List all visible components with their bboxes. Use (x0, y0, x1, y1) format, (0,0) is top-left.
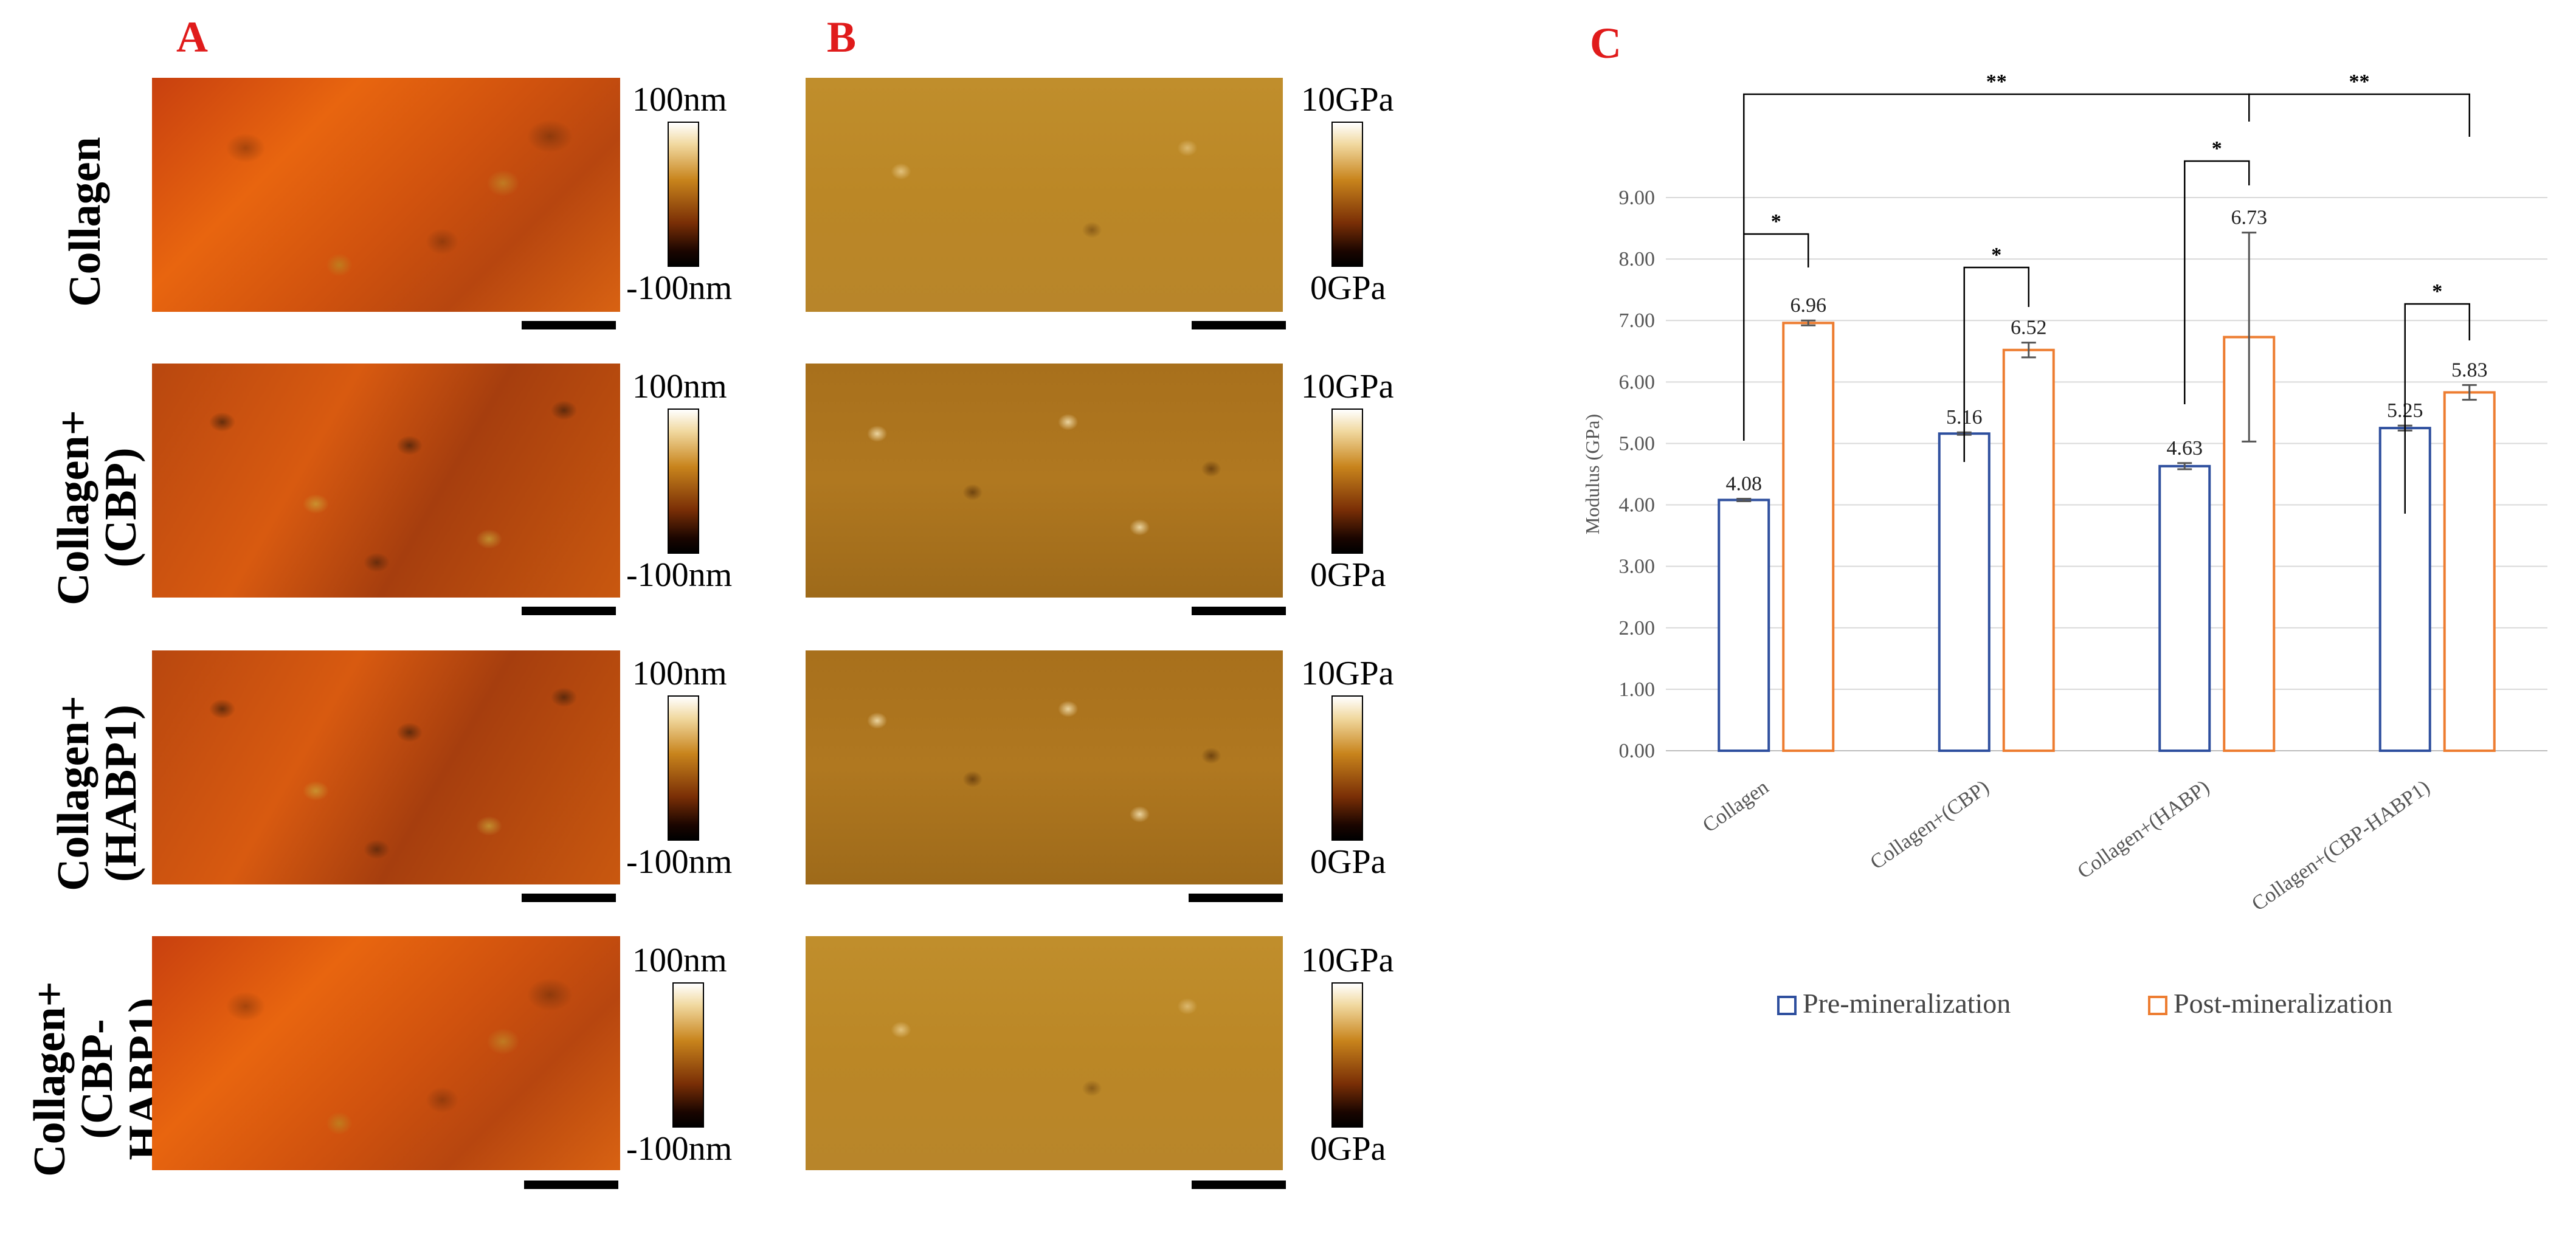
data-label: 4.63 (2167, 437, 2203, 460)
data-label: 6.96 (1790, 294, 1827, 317)
colorbar-min-label: -100nm (626, 556, 733, 594)
modulus-colorbar (1331, 122, 1363, 267)
y-tick-label: 5.00 (1619, 432, 1656, 455)
significance-label: * (1991, 244, 2001, 266)
bar (2443, 391, 2496, 752)
afm-topography-image (152, 936, 620, 1170)
legend-swatch (1777, 996, 1797, 1015)
row-label-collagen: Collagen (40, 82, 131, 362)
significance-bracket (2248, 93, 2470, 137)
panel-c-letter: C (1590, 19, 1621, 67)
significance-label: ** (2349, 71, 2370, 93)
colorbar-max-label: 100nm (632, 655, 727, 692)
modulus-colorbar (1331, 695, 1363, 841)
colorbar-min-label: 0GPa (1310, 269, 1386, 307)
afm-modulus-image (806, 78, 1283, 312)
bar (1782, 322, 1835, 752)
row-label-collagen-cbp-habp1: Collagen+ (CBP-HABP1) (25, 939, 170, 1219)
afm-topography-image (152, 650, 620, 884)
colorbar-max-label: 10GPa (1301, 655, 1394, 692)
row-label-line: Collagen+ (49, 695, 98, 891)
significance-label: * (2432, 280, 2442, 303)
significance-bracket (1963, 266, 2029, 462)
colorbar-min-label: -100nm (626, 1130, 733, 1168)
height-colorbar (668, 408, 699, 554)
significance-bracket (2404, 303, 2470, 514)
colorbar-min-label: 0GPa (1310, 1130, 1386, 1168)
data-label: 5.83 (2451, 359, 2488, 381)
scale-bar (522, 607, 616, 615)
panel-b-letter: B (827, 13, 857, 61)
modulus-colorbar (1331, 982, 1363, 1128)
row-label-line: Collagen (60, 137, 110, 307)
colorbar-max-label: 100nm (632, 942, 727, 979)
colorbar-max-label: 100nm (632, 368, 727, 405)
x-tick-label: Collagen (1699, 776, 1773, 837)
significance-label: * (1771, 210, 1781, 233)
scale-bar (1192, 321, 1286, 329)
data-label: 4.08 (1726, 472, 1763, 495)
height-colorbar (668, 695, 699, 841)
x-tick-label: Collagen+(CBP-HABP1) (2248, 776, 2434, 915)
colorbar-min-label: 0GPa (1310, 556, 1386, 594)
y-tick-label: 8.00 (1619, 248, 1656, 271)
afm-modulus-image (806, 364, 1283, 598)
significance-bracket (2184, 160, 2250, 404)
scale-bar (1192, 607, 1286, 615)
scale-bar (1189, 894, 1283, 902)
row-label-collagen-habp1: Collagen+ (HABP1) (49, 653, 146, 933)
significance-label: ** (1986, 71, 2007, 93)
x-tick-label: Collagen+(HABP) (2074, 776, 2214, 883)
colorbar-min-label: -100nm (626, 843, 733, 881)
y-axis-label: Modulus (GPa) (1581, 414, 1603, 534)
bar (1718, 498, 1770, 752)
y-tick-label: 3.00 (1619, 556, 1656, 578)
height-colorbar (668, 122, 699, 267)
height-colorbar (672, 982, 704, 1128)
y-tick-label: 0.00 (1619, 740, 1656, 762)
y-tick-label: 4.00 (1619, 494, 1656, 517)
colorbar-max-label: 10GPa (1301, 368, 1394, 405)
scale-bar (522, 894, 616, 902)
y-tick-label: 1.00 (1619, 678, 1656, 701)
row-label-line: Collagen+ (49, 410, 98, 605)
scale-bar (524, 1181, 618, 1189)
afm-topography-image (152, 364, 620, 598)
modulus-colorbar (1331, 408, 1363, 554)
y-tick-label: 6.00 (1619, 371, 1656, 393)
significance-label: * (2212, 137, 2222, 160)
data-label: 6.73 (2231, 207, 2268, 229)
data-label: 6.52 (2011, 317, 2047, 339)
colorbar-max-label: 10GPa (1301, 81, 1394, 119)
y-tick-label: 7.00 (1619, 309, 1656, 332)
legend-swatch (2148, 996, 2167, 1015)
row-label-line: (HABP1) (96, 705, 146, 882)
colorbar-min-label: 0GPa (1310, 843, 1386, 881)
y-tick-label: 2.00 (1619, 617, 1656, 639)
afm-topography-image (152, 78, 620, 312)
y-tick-label: 9.00 (1619, 187, 1656, 209)
bar (2158, 464, 2211, 752)
legend-label: Post-mineralization (2174, 988, 2392, 1019)
afm-modulus-image (806, 650, 1283, 884)
row-label-collagen-cbp: Collagen+ (CBP) (49, 368, 146, 647)
scale-bar (522, 321, 616, 329)
modulus-bar-chart: 0.00 1.00 2.00 3.00 4.00 5.00 6.00 7.00 8.00 9.00… (1581, 71, 2547, 1019)
bar (2002, 348, 2055, 752)
legend-label: Pre-mineralization (1803, 988, 2011, 1019)
panel-a-letter: A (176, 13, 208, 61)
afm-modulus-image (806, 936, 1283, 1170)
colorbar-max-label: 10GPa (1301, 942, 1394, 979)
row-label-line: Collagen+ (25, 981, 75, 1177)
scale-bar (1192, 1181, 1286, 1189)
row-label-line: (CBP) (96, 447, 146, 568)
colorbar-max-label: 100nm (632, 81, 727, 119)
bar (1938, 432, 1991, 752)
x-tick-label: Collagen+(CBP) (1866, 776, 1994, 874)
colorbar-min-label: -100nm (626, 269, 733, 307)
